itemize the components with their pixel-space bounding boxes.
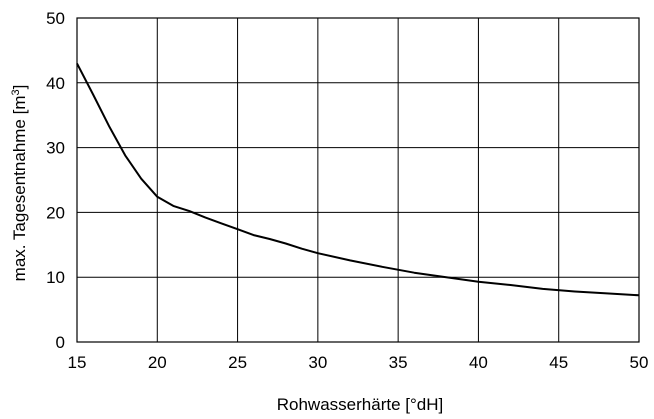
y-axis-label-main: max. Tagesentnahme [m	[10, 96, 29, 282]
x-tick-label: 15	[68, 353, 87, 372]
y-tick-label: 0	[56, 333, 65, 352]
y-axis-label: max. Tagesentnahme [m3]	[10, 85, 29, 282]
x-tick-label: 20	[148, 353, 167, 372]
series-line	[76, 62, 640, 297]
x-axis-label: Rohwasserhärte [°dH]	[277, 395, 443, 414]
series-group	[76, 62, 640, 297]
y-tick-label: 40	[46, 74, 65, 93]
x-tick-labels: 15 20 25 30 35 40 45 50	[68, 353, 649, 372]
y-tick-label: 50	[46, 9, 65, 28]
x-tick-label: 40	[469, 353, 488, 372]
x-tick-label: 50	[630, 353, 649, 372]
y-tick-label: 10	[46, 268, 65, 287]
y-tick-label: 20	[46, 203, 65, 222]
y-tick-labels: 0 10 20 30 40 50	[46, 9, 65, 352]
grid	[76, 17, 640, 343]
x-tick-label: 30	[308, 353, 327, 372]
y-axis-label-sup: 3	[10, 89, 22, 95]
x-tick-label: 45	[549, 353, 568, 372]
y-tick-label: 30	[46, 139, 65, 158]
plot-frame	[76, 17, 640, 343]
x-tick-label: 35	[389, 353, 408, 372]
y-axis-label-end: ]	[10, 85, 29, 90]
x-tick-label: 25	[228, 353, 247, 372]
